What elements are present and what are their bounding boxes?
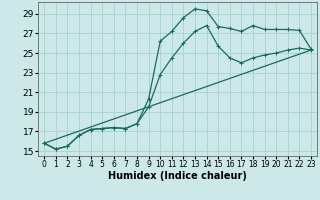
X-axis label: Humidex (Indice chaleur): Humidex (Indice chaleur) bbox=[108, 171, 247, 181]
